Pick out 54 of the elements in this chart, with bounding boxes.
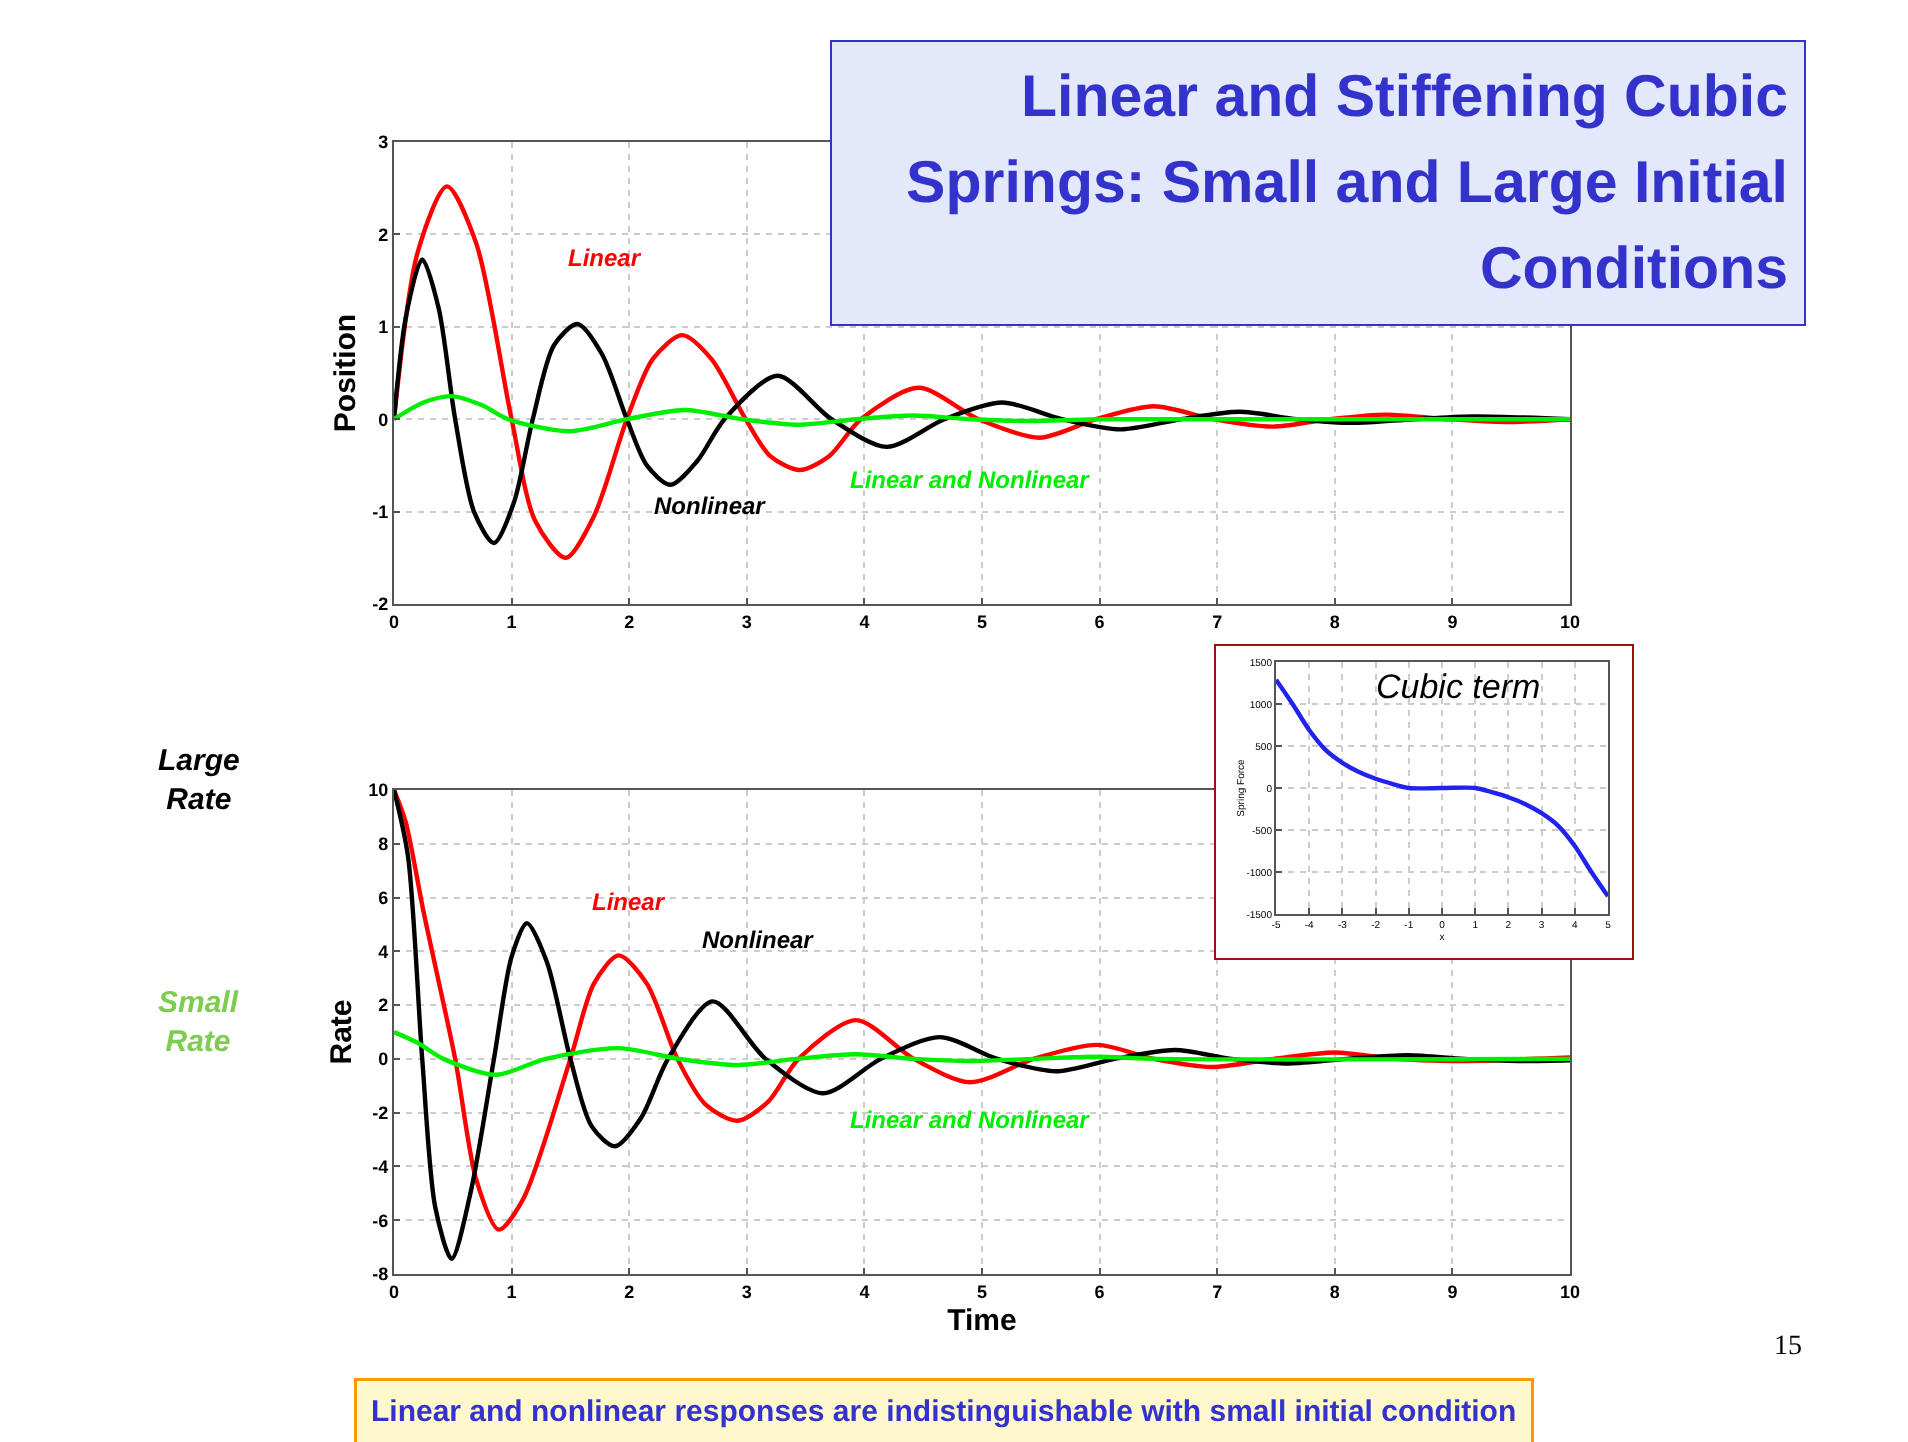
x-tick-label: 4 [859, 1281, 870, 1302]
x-tick-label: 9 [1447, 611, 1458, 632]
x-tick-label: 10 [1559, 1281, 1581, 1302]
x-tick-label: 7 [1212, 611, 1223, 632]
text: Linear and nonlinear responses are indistinguishable with small initial condition [371, 1395, 1517, 1429]
y-axis-title: Rate [324, 999, 359, 1065]
text: Nonlinear [702, 926, 816, 954]
line-series [394, 1029, 1570, 1077]
y-tick-label: -2 [372, 1102, 389, 1123]
x-tick-label: 6 [1094, 611, 1105, 632]
series-label: Nonlinear [654, 492, 768, 520]
y-tick-label: -4 [372, 1156, 389, 1177]
y-tick-label: 6 [378, 887, 389, 908]
y-tick-label: 3 [378, 132, 389, 153]
x-tick-label: 3 [741, 1281, 752, 1302]
x-tick-label: 8 [1329, 1281, 1340, 1302]
text: Large Rate [158, 744, 240, 817]
y-tick-label: -1 [372, 501, 389, 522]
x-tick-label: 5 [976, 611, 988, 632]
y-tick-label: 0 [378, 1049, 389, 1070]
series-label: Linear and Nonlinear [850, 466, 1092, 494]
x-tick-label: 1 [506, 1281, 517, 1302]
y-tick-label: 4 [378, 941, 389, 962]
y-tick-label: 8 [378, 834, 389, 855]
x-tick-label: 3 [741, 611, 752, 632]
x-tick-label: 6 [1094, 1281, 1105, 1302]
x-axis-title: Time [947, 1303, 1017, 1338]
y-tick-label: -2 [372, 594, 389, 615]
text: Small Rate [158, 986, 240, 1059]
y-tick-label: 0 [378, 409, 389, 430]
y-tick-label: 10 [368, 780, 389, 801]
x-tick-label: 8 [1329, 611, 1340, 632]
x-tick-label: 1 [506, 611, 517, 632]
x-tick-label: 5 [976, 1281, 988, 1302]
chart-title: Linear and Stiffening Cubic Springs: Small and Large Initial Conditions [830, 40, 1806, 326]
y-tick-label: -8 [372, 1264, 389, 1285]
x-tick-label: 2 [624, 1281, 635, 1302]
text: 15 [1774, 1332, 1802, 1362]
line-series [394, 393, 1570, 434]
x-tick-label: 7 [1212, 1281, 1223, 1302]
line-series [1276, 677, 1608, 899]
y-tick-label: 2 [378, 995, 389, 1016]
y-tick-label: -6 [372, 1210, 389, 1231]
text: Linear and Nonlinear [850, 1106, 1092, 1134]
text: Linear [568, 244, 643, 272]
chart-title: Cubic term [1376, 668, 1541, 706]
x-tick-label: 4 [859, 611, 870, 632]
x-tick-label: 10 [1559, 611, 1581, 632]
x-tick-label: 2 [624, 611, 635, 632]
y-tick-label: 2 [378, 224, 389, 245]
series-label: Linear [592, 888, 667, 916]
y-tick-label: 1 [378, 317, 389, 338]
x-tick-label: 9 [1447, 1281, 1458, 1302]
y-axis-title: Position [328, 313, 363, 433]
